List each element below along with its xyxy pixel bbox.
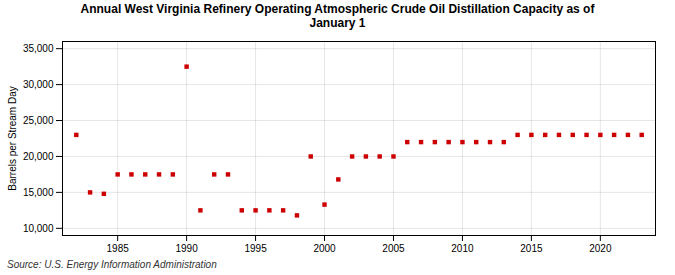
svg-text:20,000: 20,000 bbox=[23, 150, 54, 161]
svg-text:2015: 2015 bbox=[520, 242, 543, 253]
svg-text:10,000: 10,000 bbox=[23, 222, 54, 233]
svg-text:1990: 1990 bbox=[175, 242, 198, 253]
svg-text:2000: 2000 bbox=[313, 242, 336, 253]
svg-text:35,000: 35,000 bbox=[23, 43, 54, 54]
svg-text:15,000: 15,000 bbox=[23, 186, 54, 197]
svg-text:30,000: 30,000 bbox=[23, 79, 54, 90]
svg-text:25,000: 25,000 bbox=[23, 115, 54, 126]
svg-text:1985: 1985 bbox=[107, 242, 130, 253]
svg-text:2020: 2020 bbox=[589, 242, 612, 253]
svg-text:2005: 2005 bbox=[382, 242, 405, 253]
html-text:Source: U.S. Energy Informatio: Source: U.S. Energy Information Administ… bbox=[7, 258, 217, 270]
html-text:Annual West Virginia Refinery: Annual West Virginia Refinery Operating … bbox=[80, 2, 595, 31]
svg-text:2010: 2010 bbox=[451, 242, 474, 253]
svg-text:Barrels per Stream Day: Barrels per Stream Day bbox=[7, 86, 18, 190]
svg-text:1995: 1995 bbox=[244, 242, 267, 253]
